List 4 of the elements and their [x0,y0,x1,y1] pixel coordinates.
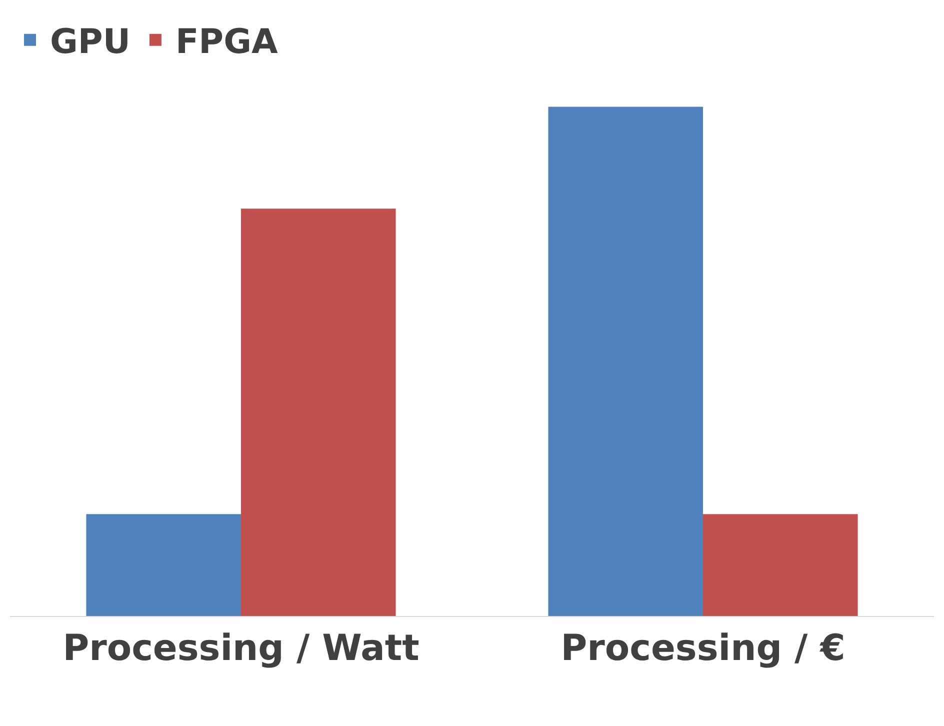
x-tick-label: Processing / € [560,628,846,670]
legend-label: FPGA [175,22,278,62]
x-tick-label: Processing / Watt [62,628,420,670]
legend-label: GPU [50,22,130,62]
